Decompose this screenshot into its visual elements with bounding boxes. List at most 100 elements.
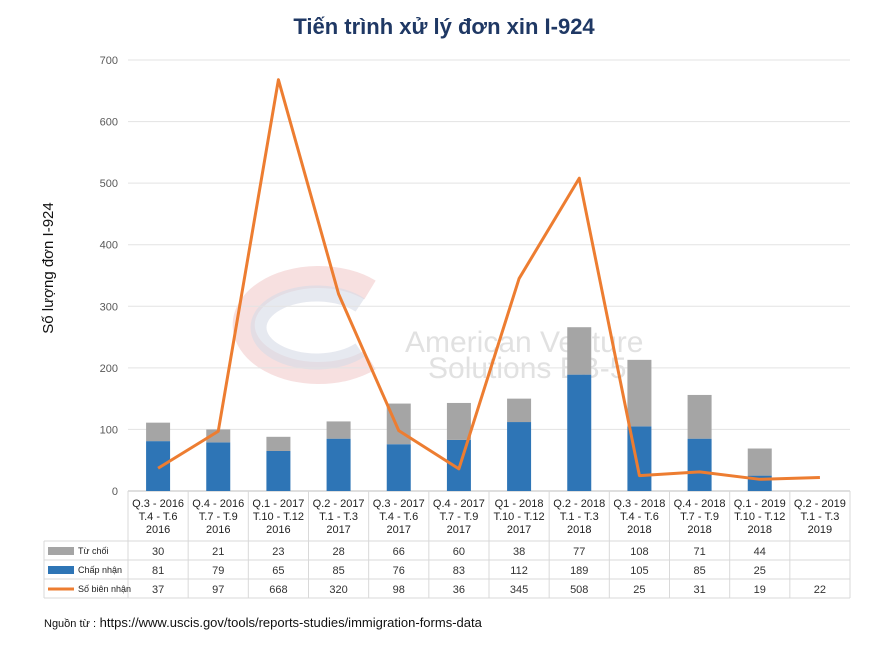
x-tick-label: Q.4 - 2018 [674,498,726,510]
x-tick-label: T.1 - T.3 [319,511,358,523]
table-cell: 320 [329,584,347,596]
source-url[interactable]: https://www.uscis.gov/tools/reports-stud… [99,615,482,630]
x-tick-label: T.4 - T.6 [620,511,659,523]
chart-title: Tiến trình xử lý đơn xin I-924 [293,14,595,39]
legend-swatch [48,566,74,574]
y-axis-ticks: 0 100 200 300 400 500 600 700 [100,55,118,498]
bar-series [146,327,772,491]
y-tick-label: 0 [112,486,118,498]
bar-accepted [266,450,291,491]
table-cell: 112 [510,565,528,577]
legend-label: Chấp nhận [78,565,122,575]
watermark-arc-grey [250,285,365,370]
table-cell: 77 [573,546,585,558]
y-axis-label: Số lượng đơn I-924 [40,202,57,333]
table-cell: 21 [212,546,224,558]
x-tick-label: 2016 [266,524,290,536]
table-cell: 60 [453,546,465,558]
x-tick-label: T.10 - T.12 [493,511,544,523]
x-tick-label: 2017 [326,524,350,536]
bar-accepted [386,444,411,491]
x-tick-label: Q.2 - 2017 [313,498,365,510]
x-tick-label: 2016 [206,524,230,536]
table-cell: 65 [272,565,284,577]
x-tick-label: T.1 - T.3 [800,511,839,523]
table-cell: 44 [754,546,766,558]
table-cell: 508 [570,584,588,596]
table-cell: 19 [754,584,766,596]
x-tick-label: 2018 [627,524,651,536]
y-tick-label: 500 [100,178,118,190]
legend-label: Từ chối [78,546,109,556]
bar-rejected [266,436,291,451]
x-tick-label: Q.4 - 2017 [433,498,485,510]
watermark-text-line2: Solutions EB-5 [428,352,626,385]
bar-rejected [747,448,772,476]
x-tick-label: Q.2 - 2019 [794,498,846,510]
watermark-arc-red [232,266,376,384]
bar-rejected [507,398,532,423]
x-tick-label: Q1 - 2018 [495,498,544,510]
table-cell: 345 [510,584,528,596]
bar-rejected [206,429,231,443]
x-tick-label: 2018 [748,524,772,536]
x-tick-label: T.4 - T.6 [139,511,178,523]
table-cell: 28 [332,546,344,558]
y-tick-label: 600 [100,117,118,129]
table-cell: 668 [269,584,287,596]
line-series [157,78,820,481]
bar-accepted [687,438,712,491]
x-tick-label: T.7 - T.9 [680,511,719,523]
table-cell: 85 [332,565,344,577]
table-cell: 189 [570,565,588,577]
bar-rejected [326,421,351,439]
bar-rejected [446,402,471,440]
y-tick-label: 200 [100,363,118,375]
table-cell: 22 [814,584,826,596]
source-note: Nguồn từ : https://www.uscis.gov/tools/r… [44,615,482,630]
table-cell: 31 [693,584,705,596]
x-tick-label: T.4 - T.6 [379,511,418,523]
table-cell: 37 [152,584,164,596]
table-cell: 81 [152,565,164,577]
table-cell: 79 [212,565,224,577]
bar-accepted [326,438,351,491]
x-tick-label: Q.3 - 2017 [373,498,425,510]
table-cell: 23 [272,546,284,558]
x-tick-label: Q.1 - 2017 [252,498,304,510]
y-tick-label: 300 [100,301,118,313]
bar-rejected [146,422,171,442]
table-cell: 97 [212,584,224,596]
table-cell: 83 [453,565,465,577]
x-tick-label: 2017 [447,524,471,536]
x-tick-label: Q.4 - 2016 [192,498,244,510]
x-tick-label: 2016 [146,524,170,536]
x-tick-label: 2018 [567,524,591,536]
x-tick-label: T.1 - T.3 [560,511,599,523]
table-cell: 108 [630,546,648,558]
x-tick-label: 2017 [507,524,531,536]
source-label: Nguồn từ : [44,618,97,630]
table-cell: 38 [513,546,525,558]
table-cell: 30 [152,546,164,558]
table-cell: 25 [754,565,766,577]
bar-accepted [206,442,231,491]
gridlines [128,59,850,492]
table-cell: 105 [630,565,648,577]
x-tick-label: T.7 - T.9 [439,511,478,523]
x-tick-label: Q.3 - 2018 [613,498,665,510]
table-cell: 36 [453,584,465,596]
y-tick-label: 700 [100,55,118,67]
bar-rejected [567,327,592,375]
x-tick-label: 2018 [687,524,711,536]
x-tick-label: T.7 - T.9 [199,511,238,523]
legend-label: Số biên nhận [78,584,131,594]
bar-accepted [507,422,532,491]
x-tick-label: Q.3 - 2016 [132,498,184,510]
line-receipts [157,78,820,481]
x-tick-label: Q.2 - 2018 [553,498,605,510]
watermark-text-line1: American Venture [405,326,643,359]
